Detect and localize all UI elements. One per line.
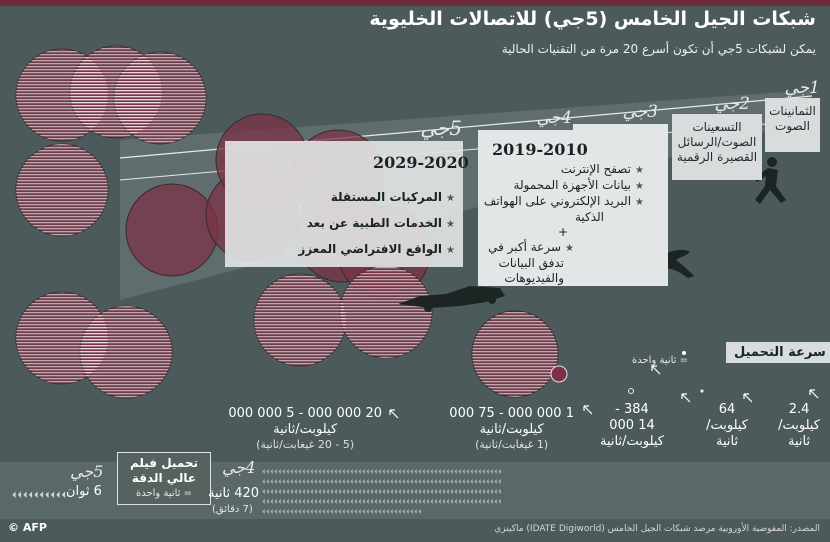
feature-4g-4c: والفيديوهات [504,271,564,285]
download-unit-note: = ثانية واحدة [135,488,192,499]
legend-download-speed: سرعة التحميل [726,342,830,363]
star-icon: ★ [635,181,644,192]
download-title-2: عالي الدقة [131,471,197,485]
era-box-1g: الثمانينات الصوت [765,98,820,152]
gen-label-1g: 1جي [784,78,820,98]
speed-4g: 1 000 000 - 75 000 كيلوبت/ثانية (1 غيغاب… [449,406,574,451]
download-hd-box: تحميل فيلم عالي الدقة = ثانية واحدة [117,452,211,505]
svg-text:⏴⏴⏴⏴⏴⏴⏴⏴⏴⏴⏴⏴⏴⏴⏴⏴⏴⏴⏴⏴⏴⏴⏴⏴⏴⏴⏴⏴⏴⏴: ⏴⏴⏴⏴⏴⏴⏴⏴⏴⏴⏴⏴⏴⏴⏴⏴⏴⏴⏴⏴⏴⏴⏴⏴⏴⏴⏴⏴⏴⏴⏴⏴⏴⏴⏴⏴⏴⏴⏴⏴… [262,498,502,506]
feature-4g-plus: + [557,225,568,239]
svg-text:⏴⏴⏴⏴⏴⏴⏴⏴⏴⏴⏴⏴⏴⏴⏴⏴⏴⏴⏴⏴⏴⏴⏴⏴⏴⏴⏴⏴⏴⏴: ⏴⏴⏴⏴⏴⏴⏴⏴⏴⏴⏴⏴⏴⏴⏴⏴⏴⏴⏴⏴⏴⏴⏴⏴⏴⏴⏴⏴⏴⏴⏴⏴⏴⏴⏴⏴⏴⏴⏴⏴… [262,478,502,486]
feature-4g-4b: تدفق البيانات [498,256,564,270]
feature-4g-4: ★سرعة أكبر في [488,240,574,254]
gen-label-3g: 3جي [622,102,658,122]
feature-4g-3b: الذكية [574,210,604,224]
gen-label-4g: 4جي [536,108,572,128]
speed-circles-5g-hatch [16,46,432,398]
download-label-5g: 5جي [70,462,104,481]
speed-1g: 2.4 كيلوبت/ ثانية [778,402,820,449]
star-icon: ★ [446,193,455,204]
star-icon: ★ [446,245,455,256]
feature-5g-2: ★الخدمات الطبية عن بعد [306,216,455,230]
panel-4g: 2019-2010 ★تصفح الإنترنت ★بيانات الأجهزة… [478,130,668,286]
page-subtitle: يمكن لشبكات 5جي أن تكون أسرع 20 مرة من ا… [501,42,816,56]
download-time-4g: 420 ثانية [208,486,260,501]
download-time-5g: 6 ثوان [66,484,102,499]
features-4g: ★تصفح الإنترنت ★بيانات الأجهزة المحمولة … [484,162,644,286]
speed-2g: 64 كيلوبت/ ثانية [706,402,748,449]
download-time-4g-minutes: (7 دقائق) [212,504,253,515]
panel-5g [225,141,463,267]
gen-label-5g: 5جي [420,116,462,140]
svg-text:⏴⏴⏴⏴⏴⏴⏴⏴⏴⏴⏴⏴⏴⏴⏴⏴⏴⏴⏴⏴⏴⏴⏴⏴⏴⏴⏴⏴⏴⏴: ⏴⏴⏴⏴⏴⏴⏴⏴⏴⏴⏴⏴⏴⏴⏴⏴⏴⏴⏴⏴⏴⏴⏴⏴⏴⏴⏴⏴⏴⏴⏴⏴⏴⏴⏴⏴⏴⏴⏴⏴… [262,468,502,476]
era-box-2g: التسعينات الصوت/الرسائل القصيرة الرقمية [672,114,762,180]
download-title-1: تحميل فيلم [129,456,199,470]
feature-4g-1: ★تصفح الإنترنت [560,162,644,176]
svg-text:⏴⏴⏴⏴⏴⏴⏴⏴⏴⏴⏴⏴⏴⏴⏴⏴⏴⏴⏴⏴⏴⏴⏴⏴⏴⏴⏴⏴⏴⏴: ⏴⏴⏴⏴⏴⏴⏴⏴⏴⏴⏴⏴⏴⏴⏴⏴⏴⏴⏴⏴⏴⏴⏴⏴⏴⏴⏴⏴⏴⏴⏴⏴⏴⏴⏴⏴⏴⏴⏴⏴ [262,508,422,516]
page-title: شبكات الجيل الخامس (5جي) للاتصالات الخلي… [369,8,816,30]
arrow-pattern: ⏴⏴⏴⏴⏴⏴⏴⏴⏴⏴ ⏴⏴⏴⏴⏴⏴⏴⏴⏴⏴⏴⏴⏴⏴⏴⏴⏴⏴⏴⏴⏴⏴⏴⏴⏴⏴⏴⏴⏴… [12,468,502,516]
race-car-figure [398,286,505,312]
era-1g-feature: الصوت [775,119,810,133]
gen-label-2g: 2جي [714,94,750,114]
panel-5g-content: 2029-2020 ★المركبات المستقلة ★الخدمات ال… [225,141,468,267]
feature-5g-3: ★الواقع الافتراضي المعزز [298,242,455,256]
download-label-4g: 4جي [222,458,256,477]
speed-circle-3g [550,365,568,383]
feature-5g-1: ★المركبات المستقلة [330,190,455,204]
star-icon: ★ [446,219,455,230]
era-2g-decade: التسعينات [692,120,742,134]
star-icon: ★ [635,197,644,208]
speed-circle-1g [700,389,704,393]
feature-4g-3: ★البريد الإلكتروني على الهواتف [483,194,644,208]
afp-logo: © AFP [8,521,47,534]
era-1g-decade: الثمانينات [769,104,816,118]
source-note: المصدر: المفوضية الأوروبية مرصد شبكات ال… [494,524,820,534]
speed-circle-2g [628,388,634,394]
star-icon: ★ [635,165,644,176]
years-4g: 2019-2010 [492,140,588,159]
years-5g: 2029-2020 [373,153,469,172]
features-5g: ★المركبات المستقلة ★الخدمات الطبية عن بع… [298,185,455,263]
svg-text:⏴⏴⏴⏴⏴⏴⏴⏴⏴⏴⏴⏴⏴⏴⏴⏴⏴⏴⏴⏴⏴⏴⏴⏴⏴⏴⏴⏴⏴⏴: ⏴⏴⏴⏴⏴⏴⏴⏴⏴⏴⏴⏴⏴⏴⏴⏴⏴⏴⏴⏴⏴⏴⏴⏴⏴⏴⏴⏴⏴⏴⏴⏴⏴⏴⏴⏴⏴⏴⏴⏴… [262,488,502,496]
speed-arrows [389,365,819,419]
svg-text:⏴⏴⏴⏴⏴⏴⏴⏴⏴⏴: ⏴⏴⏴⏴⏴⏴⏴⏴⏴⏴ [12,491,67,501]
era-2g-feature-1: الصوت/الرسائل [677,135,757,149]
era-2g-feature-2: القصيرة الرقمية [676,150,758,164]
runner-figure [754,157,786,204]
speed-5g: 20 000 000 - 5 000 000 كيلوبت/ثانية (5 -… [228,406,382,451]
speed-3g: 384 - 14 000 كيلوبت/ثانية [600,402,664,449]
legend-unit-note: = ثانية واحدة [632,355,689,366]
star-icon: ★ [565,243,574,254]
feature-4g-2: ★بيانات الأجهزة المحمولة [513,178,644,192]
top-accent-bar [0,0,830,6]
